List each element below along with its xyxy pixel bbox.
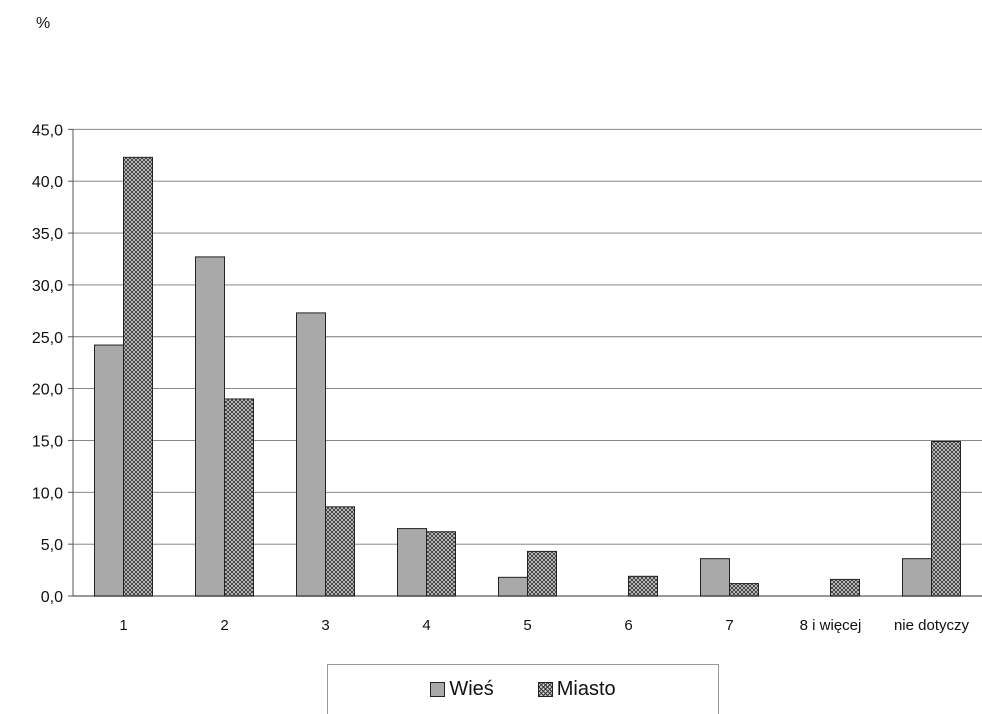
bar-wies-1 <box>94 344 124 597</box>
y-tick-label: 5,0 <box>41 537 63 554</box>
bar-wies-7 <box>700 558 730 597</box>
bar-miasto-7 <box>729 583 759 597</box>
y-axis-label: % <box>36 15 50 32</box>
x-tick-label: 5 <box>523 617 531 634</box>
y-tick-label: 30,0 <box>32 278 63 295</box>
x-axis-categories: 1 2 3 4 5 6 7 8 i więcej nie dotyczy <box>119 617 969 634</box>
bar-wies-3 <box>296 312 326 597</box>
x-tick-label: 8 i więcej <box>800 617 862 634</box>
bars <box>94 156 961 597</box>
x-tick-label: 4 <box>422 617 430 634</box>
x-tick-label: nie dotyczy <box>894 617 970 634</box>
bar-miasto-8 <box>830 578 860 597</box>
x-tick-label: 3 <box>321 617 329 634</box>
bar-miasto-1 <box>123 156 153 597</box>
legend-swatch-miasto <box>537 682 553 697</box>
y-tick-label: 25,0 <box>32 330 63 347</box>
bar-miasto-4 <box>426 531 456 597</box>
bar-miasto-6 <box>628 575 658 597</box>
legend-item-wies: Wieś <box>430 678 494 701</box>
bar-miasto-9 <box>931 440 961 597</box>
legend-label-wies: Wieś <box>449 678 494 700</box>
y-tick-label: 15,0 <box>32 433 63 450</box>
bar-miasto-2 <box>224 398 254 597</box>
x-tick-label: 1 <box>119 617 127 634</box>
y-tick-label: 40,0 <box>32 174 63 191</box>
legend: Wieś Miasto <box>327 664 719 714</box>
bar-wies-2 <box>195 256 225 597</box>
legend-item-miasto: Miasto <box>537 678 616 701</box>
x-tick-label: 7 <box>725 617 733 634</box>
y-tick-label: 45,0 <box>32 122 63 139</box>
x-tick-label: 2 <box>220 617 228 634</box>
legend-label-miasto: Miasto <box>556 678 616 700</box>
legend-swatch-wies <box>430 682 446 697</box>
y-axis-ticks: 0,0 5,0 10,0 15,0 20,0 25,0 30,0 35,0 40,0 45,0 <box>32 122 63 606</box>
y-tick-label: 10,0 <box>32 485 63 502</box>
x-tick-label: 6 <box>624 617 632 634</box>
y-tick-label: 0,0 <box>41 589 63 606</box>
bar-miasto-3 <box>325 506 355 597</box>
bar-miasto-5 <box>527 550 557 597</box>
bar-wies-5 <box>498 576 528 597</box>
y-tick-label: 35,0 <box>32 226 63 243</box>
bar-wies-4 <box>397 528 427 597</box>
bar-wies-9 <box>902 558 932 597</box>
y-tick-label: 20,0 <box>32 382 63 399</box>
